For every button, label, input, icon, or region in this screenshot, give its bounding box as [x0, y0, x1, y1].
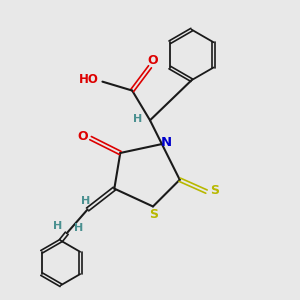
Text: S: S [210, 184, 219, 196]
Text: H: H [74, 223, 83, 233]
Text: H: H [134, 114, 143, 124]
Text: H: H [53, 221, 62, 231]
Text: HO: HO [79, 73, 99, 86]
Text: H: H [82, 196, 91, 206]
Text: N: N [161, 136, 172, 149]
Text: S: S [149, 208, 158, 221]
Text: O: O [148, 54, 158, 67]
Text: O: O [78, 130, 88, 143]
